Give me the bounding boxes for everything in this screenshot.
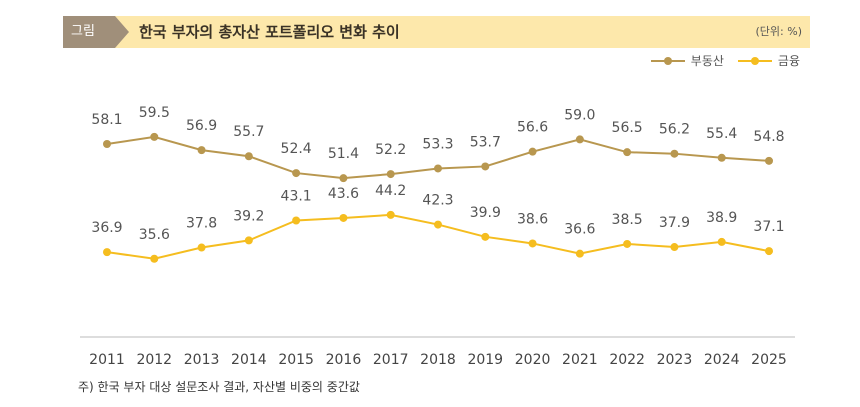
- data-label: 39.2: [233, 208, 264, 224]
- data-label: 43.1: [281, 189, 312, 205]
- data-label: 56.6: [517, 120, 548, 136]
- x-tick-label: 2018: [420, 352, 456, 368]
- x-tick-label: 2019: [467, 352, 503, 368]
- figure-number: 11: [71, 55, 92, 73]
- data-label: 53.7: [470, 134, 501, 150]
- data-label: 38.9: [706, 210, 737, 226]
- footnote: 주) 한국 부자 대상 설문조사 결과, 자산별 비중의 중간값: [78, 380, 360, 394]
- data-point: [339, 213, 348, 222]
- data-point: [103, 140, 111, 148]
- legend: 부동산 금융: [650, 52, 800, 69]
- legend-item-realestate: 부동산: [650, 52, 724, 69]
- data-label: 56.5: [612, 120, 643, 136]
- data-point: [528, 239, 537, 248]
- data-point: [575, 135, 584, 144]
- data-point: [717, 237, 726, 246]
- data-label: 55.7: [233, 124, 264, 140]
- data-point: [765, 247, 773, 256]
- data-point: [292, 216, 301, 225]
- data-point: [292, 169, 301, 178]
- legend-marker-realestate: [650, 56, 685, 65]
- legend-item-finance: 금융: [737, 52, 800, 69]
- data-point: [623, 148, 632, 157]
- data-point: [197, 243, 206, 252]
- data-label: 37.9: [659, 215, 690, 231]
- data-point: [150, 254, 159, 263]
- data-point: [434, 220, 442, 229]
- data-point: [575, 249, 584, 258]
- data-label: 54.8: [753, 129, 784, 145]
- data-point: [717, 153, 726, 162]
- data-label: 37.8: [186, 216, 217, 232]
- data-label: 53.3: [422, 136, 453, 152]
- data-point: [150, 132, 159, 141]
- data-label: 42.3: [422, 193, 453, 209]
- data-label: 56.9: [186, 118, 217, 134]
- data-label: 59.0: [564, 107, 595, 123]
- data-point: [244, 152, 253, 161]
- x-tick-label: 2012: [136, 352, 172, 368]
- data-label: 52.2: [375, 142, 406, 158]
- x-tick-label: 2021: [562, 352, 598, 368]
- x-tick-label: 2025: [751, 352, 787, 368]
- data-point: [244, 236, 253, 245]
- data-point: [481, 162, 490, 171]
- data-point: [670, 243, 679, 252]
- data-label: 37.1: [753, 219, 784, 235]
- data-label: 39.9: [470, 205, 501, 221]
- data-label: 36.9: [91, 220, 122, 236]
- data-point: [339, 174, 348, 183]
- data-label: 44.2: [375, 183, 406, 199]
- data-point: [481, 232, 490, 241]
- data-point: [670, 149, 679, 158]
- data-point: [623, 239, 632, 248]
- data-point: [434, 164, 442, 173]
- data-label: 58.1: [91, 112, 122, 128]
- x-tick-label: 2023: [657, 352, 693, 368]
- x-tick-label: 2011: [89, 352, 125, 368]
- figure-tag: 그림 11: [63, 16, 115, 73]
- data-point: [386, 170, 395, 179]
- figure-tag-label: 그림: [71, 24, 95, 39]
- data-label: 35.6: [139, 227, 170, 243]
- data-label: 38.5: [612, 212, 643, 228]
- tag-arrow: [115, 16, 129, 48]
- data-label: 55.4: [706, 126, 737, 142]
- unit-label: (단위: %): [755, 25, 802, 38]
- legend-label: 금융: [777, 54, 800, 68]
- x-tick-label: 2022: [609, 352, 645, 368]
- legend-label: 부동산: [690, 54, 724, 68]
- x-tick-label: 2024: [704, 352, 740, 368]
- x-tick-label: 2013: [184, 352, 220, 368]
- header-banner: 그림 11 한국 부자의 총자산 포트폴리오 변화 추이 (단위: %): [63, 16, 810, 73]
- data-label: 38.6: [517, 211, 548, 227]
- data-label: 43.6: [328, 186, 359, 202]
- x-tick-label: 2014: [231, 352, 267, 368]
- x-tick-label: 2020: [515, 352, 551, 368]
- data-point: [197, 146, 206, 155]
- x-tick-label: 2017: [373, 352, 409, 368]
- data-label: 56.2: [659, 122, 690, 138]
- x-tick-label: 2015: [278, 352, 314, 368]
- data-point: [103, 248, 111, 257]
- data-label: 59.5: [139, 105, 170, 121]
- chart-title: 한국 부자의 총자산 포트폴리오 변화 추이: [139, 23, 400, 41]
- x-tick-label: 2016: [326, 352, 362, 368]
- data-label: 51.4: [328, 146, 359, 162]
- data-point: [386, 210, 395, 219]
- data-point: [765, 156, 773, 165]
- data-label: 52.4: [281, 141, 312, 157]
- legend-marker-finance: [737, 56, 772, 65]
- data-label: 36.6: [564, 222, 595, 238]
- data-point: [528, 147, 537, 156]
